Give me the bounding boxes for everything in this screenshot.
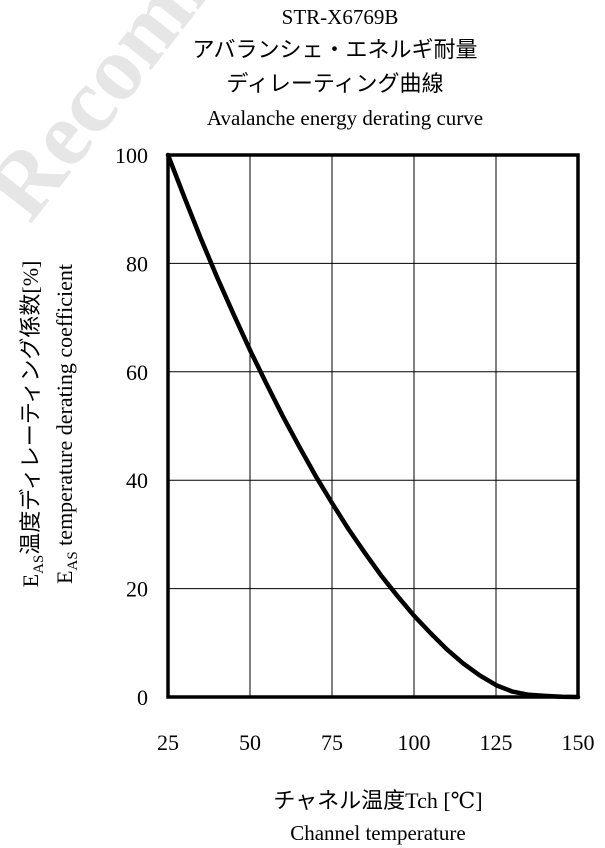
- x-tick-label: 25: [157, 730, 179, 755]
- grid: [168, 155, 578, 697]
- title-line-2: アバランシェ・エネルギ耐量: [192, 37, 477, 62]
- title-line-1: STR-X6769B: [282, 5, 399, 29]
- x-tick-label: 75: [321, 730, 343, 755]
- x-tick-label: 50: [239, 730, 261, 755]
- y-axis-label-line-1: EAS温度ディレーティング係数[%]: [18, 261, 47, 588]
- y-tick-label: 60: [126, 360, 148, 385]
- x-axis-label: チャネル温度Tch [℃] Channel temperature: [273, 788, 482, 845]
- y-tick-label: 0: [137, 685, 148, 710]
- y-tick-labels: 0 20 40 60 80 100: [115, 143, 148, 710]
- series-line: [165, 152, 581, 700]
- y-label-2-sub: AS: [65, 551, 81, 570]
- title-line-3: ディレーティング曲線: [226, 71, 443, 96]
- chart-title: STR-X6769B アバランシェ・エネルギ耐量 ディレーティング曲線 Aval…: [192, 5, 483, 130]
- y-tick-label: 40: [126, 468, 148, 493]
- x-tick-label: 150: [562, 730, 595, 755]
- x-axis-label-line-1: チャネル温度Tch [℃]: [273, 788, 482, 813]
- y-tick-label: 100: [115, 143, 148, 168]
- y-axis-label-line-2: EAS temperature derating coefficient: [52, 264, 81, 584]
- y-axis-label: EAS温度ディレーティング係数[%] EAS temperature derat…: [18, 261, 81, 588]
- y-label-1-sub: AS: [31, 555, 47, 574]
- y-label-1-text: 温度ディレーティング係数[%]: [18, 261, 43, 555]
- x-tick-label: 125: [480, 730, 513, 755]
- y-label-1-base: E: [18, 574, 43, 587]
- title-line-4: Avalanche energy derating curve: [207, 106, 483, 130]
- x-tick-labels: 25 50 75 100 125 150: [157, 730, 595, 755]
- y-tick-label: 80: [126, 251, 148, 276]
- x-axis-label-line-2: Channel temperature: [290, 821, 466, 845]
- y-tick-label: 20: [126, 577, 148, 602]
- plot-frame: [166, 153, 580, 699]
- y-label-2-text: temperature derating coefficient: [52, 264, 77, 551]
- y-label-2-base: E: [52, 571, 77, 584]
- x-tick-label: 100: [398, 730, 431, 755]
